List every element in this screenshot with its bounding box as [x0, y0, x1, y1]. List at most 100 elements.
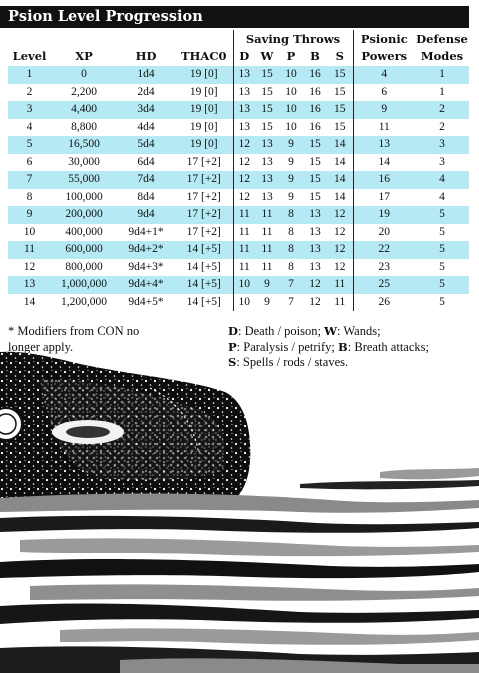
save-b-cell: 13 — [303, 241, 327, 259]
save-w-cell: 13 — [255, 136, 279, 154]
save-d-cell: 13 — [232, 118, 255, 136]
level-cell: 8 — [26, 190, 33, 203]
level-cell: 6 — [26, 155, 33, 168]
save-s-cell: 12 — [334, 225, 346, 238]
save-d-cell: 12 — [232, 188, 255, 206]
hd-cell: 5d4 — [117, 136, 175, 154]
save-w-header: W — [260, 49, 274, 63]
table-row: 7 55,000 7d4 17 [+2] 12 13 9 15 14 16 4 — [8, 171, 470, 189]
save-s-cell: 14 — [334, 155, 346, 168]
save-p-cell: 9 — [288, 155, 294, 168]
hd-cell: 9d4+1* — [128, 225, 164, 238]
psionic-header-line1: Psionic — [352, 30, 416, 48]
save-b-cell: 15 — [309, 155, 321, 168]
hd-cell: 1d4 — [117, 66, 175, 84]
save-p-cell: 10 — [279, 66, 303, 84]
save-s-cell: 12 — [334, 260, 346, 273]
save-w-cell: 15 — [255, 66, 279, 84]
table-row: 2 2,200 2d4 19 [0] 13 15 10 16 15 6 1 — [8, 83, 469, 101]
save-b-cell: 16 — [309, 120, 321, 133]
save-s-cell: 12 — [327, 241, 354, 259]
hd-cell: 9d4+4* — [117, 276, 175, 294]
save-w-cell: 15 — [255, 101, 279, 119]
rock-highlight — [40, 379, 225, 480]
hd-cell: 9d4+5* — [128, 295, 164, 308]
hd-cell: 6d4 — [137, 155, 155, 168]
save-w-cell: 11 — [255, 206, 279, 224]
legend-text-d: : Death / poison; — [237, 324, 325, 338]
table-row: 14 1,200,000 9d4+5* 14 [+5] 10 9 7 12 11 26 5 — [8, 293, 469, 311]
legend-key-p: P — [228, 339, 237, 354]
save-s-cell: 14 — [327, 136, 354, 154]
legend-key-d: D — [228, 324, 238, 338]
hd-cell: 7d4 — [117, 171, 175, 189]
table-row: 1 0 1d4 19 [0] 13 15 10 16 15 4 1 — [8, 66, 470, 84]
psionic-powers-cell: 16 — [352, 171, 416, 189]
save-w-cell: 15 — [261, 120, 273, 133]
defense-modes-cell: 5 — [415, 206, 470, 224]
page-title: Psion Level Progression — [0, 6, 469, 28]
thac0-cell: 19 [0] — [189, 120, 218, 133]
table-row: 11 600,000 9d4+2* 14 [+5] 11 11 8 13 12 22 5 — [8, 241, 470, 259]
thac0-cell: 14 [+5] — [175, 276, 233, 294]
legend-key-b: B — [338, 339, 348, 354]
xp-cell: 400,000 — [65, 225, 103, 238]
save-p-cell: 8 — [288, 260, 294, 273]
level-cell: 10 — [23, 225, 36, 238]
thac0-cell: 17 [+2] — [186, 225, 221, 238]
legend-text-b: : Breath attacks; — [347, 339, 429, 354]
psionic-powers-cell: 13 — [352, 136, 416, 154]
xp-cell: 30,000 — [68, 155, 100, 168]
defense-modes-cell: 5 — [439, 260, 445, 273]
save-p-cell: 9 — [279, 136, 303, 154]
save-d-cell: 10 — [232, 276, 255, 294]
psionic-powers-cell: 6 — [352, 83, 416, 101]
save-d-cell: 11 — [232, 241, 255, 259]
hd-cell: 8d4 — [137, 190, 155, 203]
table-row: 3 4,400 3d4 19 [0] 13 15 10 16 15 9 2 — [8, 101, 470, 119]
table-row: 6 30,000 6d4 17 [+2] 12 13 9 15 14 14 3 — [8, 153, 469, 171]
save-w-cell: 15 — [261, 85, 273, 98]
defense-modes-cell: 5 — [439, 295, 445, 308]
save-p-cell: 7 — [288, 295, 294, 308]
level-progression-table: Saving Throws Psionic Defense Level XP H… — [8, 30, 470, 311]
xp-cell: 8,800 — [71, 120, 97, 133]
defense-modes-cell: 5 — [415, 241, 470, 259]
xp-cell: 16,500 — [51, 136, 117, 154]
xp-cell: 2,200 — [71, 85, 97, 98]
save-d-cell: 10 — [232, 293, 255, 311]
thac0-cell: 19 [0] — [175, 66, 233, 84]
hd-cell: 9d4+2* — [117, 241, 175, 259]
save-s-cell: 14 — [334, 190, 346, 203]
hd-cell: 9d4 — [117, 206, 175, 224]
save-b-cell: 15 — [303, 136, 327, 154]
xp-cell: 200,000 — [51, 206, 117, 224]
legend-key-w: W — [324, 324, 338, 338]
save-d-cell: 11 — [232, 258, 255, 276]
save-s-cell: 11 — [327, 276, 354, 294]
save-d-cell: 12 — [232, 136, 255, 154]
thac0-cell: 19 [0] — [189, 85, 218, 98]
save-d-cell: 13 — [232, 101, 255, 119]
defense-modes-cell: 2 — [415, 101, 470, 119]
save-w-cell: 13 — [261, 190, 273, 203]
thac0-cell: 19 [0] — [175, 136, 233, 154]
thac0-header: THAC0 — [180, 49, 227, 63]
level-cell: 4 — [26, 120, 33, 133]
legend-text-s: : Spells / rods / staves. — [236, 355, 349, 369]
save-p-cell: 10 — [285, 85, 297, 98]
save-b-cell: 15 — [309, 190, 321, 203]
xp-cell: 600,000 — [51, 241, 117, 259]
save-s-header: S — [335, 49, 344, 63]
save-b-header: B — [310, 49, 320, 63]
save-w-cell: 11 — [261, 225, 273, 238]
save-s-cell: 15 — [334, 85, 346, 98]
level-cell: 7 — [8, 171, 51, 189]
level-cell: 14 — [23, 295, 36, 308]
save-s-cell: 11 — [334, 295, 346, 308]
thac0-cell: 17 [+2] — [175, 206, 233, 224]
thac0-cell: 14 [+5] — [186, 295, 221, 308]
table-row: 4 8,800 4d4 19 [0] 13 15 10 16 15 11 2 — [8, 118, 469, 136]
table-body: 1 0 1d4 19 [0] 13 15 10 16 15 4 1 2 2,200 2d4 19 [0] 13… — [8, 66, 470, 311]
save-s-cell: 14 — [327, 171, 354, 189]
